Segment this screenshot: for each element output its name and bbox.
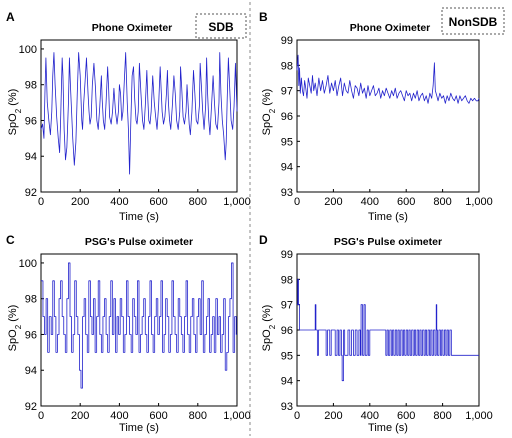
panel-d-letter: D: [259, 233, 268, 247]
panel-c-ytick-label: 98: [25, 294, 37, 306]
panel-d-ytick-label: 95: [281, 350, 293, 362]
panel-a: A Phone Oximeter SDB Time (s) SpO2 (%) 0…: [6, 10, 251, 223]
panel-a-xtick-label: 400: [110, 196, 128, 208]
panel-d-xtick-label: 200: [324, 410, 342, 422]
panel-a-badge-box: [195, 13, 247, 39]
panel-a-ytick-label: 94: [25, 151, 37, 163]
panel-d-ytick-label: 94: [281, 376, 293, 388]
panel-d-ylabel: SpO2 (%): [261, 305, 277, 352]
panel-d-xlabel: Time (s): [368, 422, 408, 434]
panel-a-plot-area: [40, 39, 238, 193]
panel-c-xtick-label: 800: [189, 410, 207, 422]
panel-c-letter: C: [6, 233, 15, 247]
panel-a-letter: A: [6, 10, 15, 24]
panel-d-xtick-label: 600: [397, 410, 415, 422]
panel-b-ylabel: SpO2 (%): [261, 89, 277, 136]
panel-b-xtick-label: 0: [294, 196, 300, 208]
panel-d-xtick-label: 1,000: [465, 410, 493, 422]
panel-a-ytick-label: 96: [25, 115, 37, 127]
panel-d-xtick-label: 0: [294, 410, 300, 422]
panel-c-xtick-label: 0: [38, 410, 44, 422]
panel-a-title: Phone Oximeter: [92, 22, 173, 34]
panel-c-xtick-label: 200: [71, 410, 89, 422]
panel-c-series-line: [41, 262, 237, 389]
panel-b-xtick-label: 200: [324, 196, 342, 208]
panel-a-badge: SDB: [208, 20, 234, 34]
panel-a-xtick-label: 200: [71, 196, 89, 208]
panel-b-ytick-label: 99: [281, 35, 293, 47]
panel-d-xtick-label: 800: [433, 410, 451, 422]
panel-c-xtick-label: 400: [110, 410, 128, 422]
panel-d-xtick-label: 400: [361, 410, 379, 422]
panel-c-ytick-label: 96: [25, 329, 37, 341]
panel-b-letter: B: [259, 10, 268, 24]
panel-d-series-line: [297, 278, 479, 382]
panel-d-ytick-label: 96: [281, 325, 293, 337]
panel-c-xtick-label: 1,000: [223, 410, 251, 422]
panel-b-badge: NonSDB: [449, 15, 498, 29]
panel-c-title: PSG's Pulse oximeter: [85, 236, 193, 248]
panel-b: B Phone Oximeter NonSDB Time (s) SpO2 (%…: [259, 7, 505, 223]
panel-a-series-line: [40, 52, 238, 175]
panel-a-ytick-label: 100: [19, 44, 37, 56]
panel-a-xtick-label: 800: [189, 196, 207, 208]
panel-a-xtick-label: 0: [38, 196, 44, 208]
panel-b-ytick-label: 94: [281, 162, 293, 174]
panel-b-series-line: [296, 54, 480, 104]
panel-b-title: Phone Oximeter: [350, 22, 431, 34]
panel-d-title: PSG's Pulse oximeter: [334, 236, 442, 248]
panel-a-ytick-label: 92: [25, 187, 37, 199]
panel-b-ytick-label: 97: [281, 86, 293, 98]
panel-d: D PSG's Pulse oximeter Time (s) SpO2 (%)…: [259, 233, 493, 434]
panel-c: C PSG's Pulse oximeter Time (s) SpO2 (%)…: [6, 233, 251, 434]
panel-b-ytick-label: 96: [281, 111, 293, 123]
panel-a-ytick-label: 98: [25, 80, 37, 92]
panel-c-ylabel: SpO2 (%): [7, 305, 23, 352]
panel-a-xlabel: Time (s): [119, 211, 159, 223]
panel-d-ytick-label: 99: [281, 249, 293, 261]
panel-d-marks: 0 200 400 600 800 1,000 93 94 95 96 97 98 99: [281, 249, 493, 422]
panel-b-ytick-label: 93: [281, 187, 293, 199]
panel-b-marks: 0 200 400 600 800 1,000 93 94 95 96 97 98 99: [281, 35, 493, 208]
panel-b-xtick-label: 800: [433, 196, 451, 208]
panel-d-ytick-label: 97: [281, 300, 293, 312]
panel-b-ytick-label: 98: [281, 60, 293, 72]
panel-a-marks: 0 200 400 600 800 1,000 92 94 96 98 100: [19, 44, 251, 208]
panel-a-xtick-label: 1,000: [223, 196, 251, 208]
panel-d-ytick-label: 98: [281, 274, 293, 286]
panel-c-ytick-label: 92: [25, 401, 37, 413]
panel-c-xlabel: Time (s): [119, 422, 159, 434]
panel-a-xtick-label: 600: [149, 196, 167, 208]
panel-b-plot-area: [296, 39, 480, 193]
panel-c-ytick-label: 94: [25, 365, 37, 377]
panel-c-marks: 0 200 400 600 800 1,000 92 94 96 98 100: [19, 258, 251, 422]
panel-a-ylabel: SpO2 (%): [7, 89, 23, 136]
panel-c-xtick-label: 600: [149, 410, 167, 422]
panel-b-xtick-label: 400: [361, 196, 379, 208]
panel-c-ytick-label: 100: [19, 258, 37, 270]
panel-b-xtick-label: 1,000: [465, 196, 493, 208]
panel-b-badge-box: [441, 7, 505, 35]
panel-d-ytick-label: 93: [281, 401, 293, 413]
panel-b-xlabel: Time (s): [368, 211, 408, 223]
panel-b-ytick-label: 95: [281, 136, 293, 148]
panel-b-xtick-label: 600: [397, 196, 415, 208]
